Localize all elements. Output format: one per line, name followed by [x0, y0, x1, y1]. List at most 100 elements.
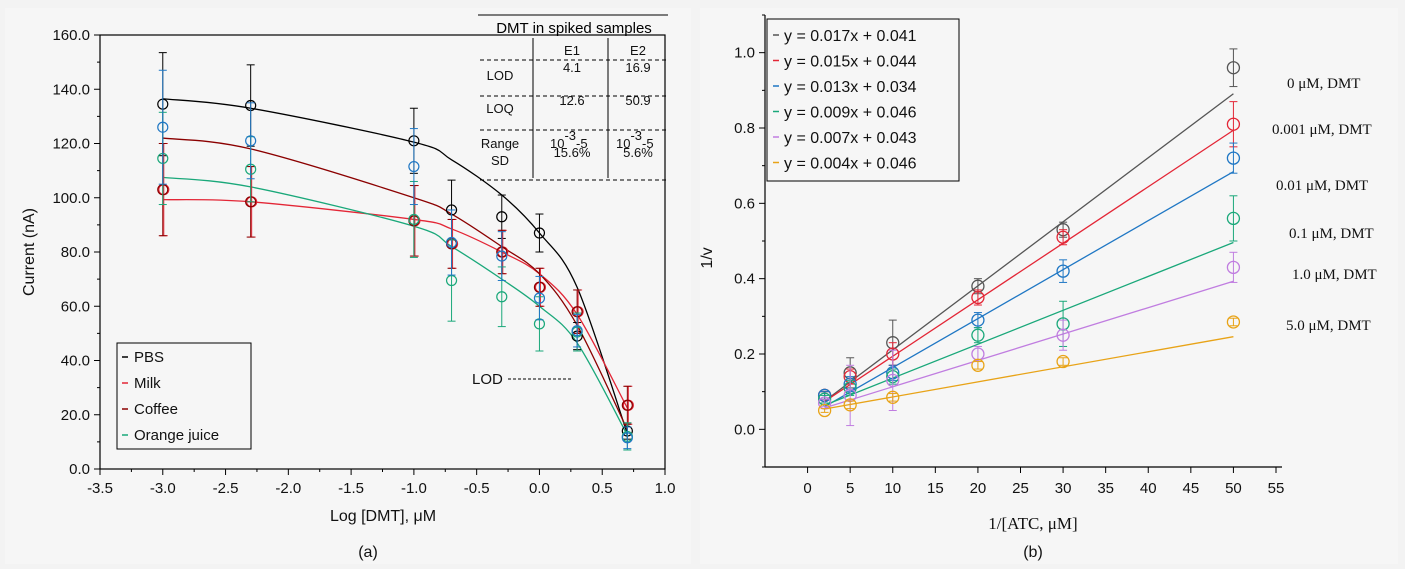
- chart-b-xtick-label: 40: [1140, 480, 1157, 497]
- chart-a-point: [496, 250, 508, 262]
- inset-table-cell: 4.1: [563, 60, 581, 75]
- chart-b-series-label: 5.0 μM, DMT: [1286, 318, 1371, 334]
- legend-b-label: y = 0.007x + 0.043: [784, 130, 917, 147]
- chart-b-xtick-label: 5: [846, 480, 854, 497]
- chart-a-point: [445, 236, 458, 249]
- chart-b-caption: (b): [1023, 544, 1043, 561]
- chart-b-ytick-label: 1.0: [734, 45, 755, 62]
- legend-a: PBS Milk Coffee Orange juice: [116, 342, 252, 450]
- chart-a-xtick-label: -1.0: [401, 480, 427, 497]
- chart-b-point: [1226, 315, 1241, 329]
- chart-a-xtick-label: -0.5: [464, 480, 490, 497]
- chart-b-xtick-label: 10: [884, 480, 901, 497]
- chart-a-ytick-label: 80.0: [61, 244, 90, 261]
- chart-a-fit-curve: [162, 98, 628, 434]
- chart-b-point: [971, 347, 985, 361]
- legend-a-box: [116, 342, 252, 450]
- chart-a-ytick-label: 60.0: [61, 298, 90, 315]
- chart-a-point: [408, 213, 420, 226]
- legend-a-label: Coffee: [134, 401, 178, 418]
- chart-b-ytick-label: 0.6: [734, 195, 755, 212]
- inset-table-cell: 12.6: [559, 93, 584, 108]
- chart-a-xtick-label: -2.0: [275, 480, 301, 497]
- chart-b-series-label: 1.0 μM, DMT: [1292, 267, 1377, 283]
- chart-b-xtick-label: 50: [1225, 480, 1242, 497]
- chart-b-point: [886, 390, 900, 404]
- inset-table-row-label: SD: [491, 153, 509, 168]
- chart-b-ytick-label: 0.8: [734, 120, 755, 137]
- inset-table: DMT in spiked samples E1 E2 LOD 4.1 16.9 LOQ 1…: [478, 14, 668, 181]
- chart-b-point: [1226, 211, 1241, 226]
- chart-b-series-label: 0.1 μM, DMT: [1289, 226, 1374, 242]
- chart-a-caption: (a): [358, 544, 378, 561]
- chart-a-xtick-label: 0.0: [529, 480, 550, 497]
- lod-annotation: LOD: [472, 371, 573, 388]
- chart-a-ytick-label: 0.0: [69, 461, 90, 478]
- legend-a-label: PBS: [134, 349, 164, 366]
- chart-a-xtick-label: 0.5: [592, 480, 613, 497]
- chart-a-ytick-label: 40.0: [61, 353, 90, 370]
- legend-a-label: Orange juice: [134, 427, 219, 444]
- chart-b-series-label: 0.001 μM, DMT: [1272, 122, 1372, 138]
- chart-b-xtick-label: 15: [927, 480, 944, 497]
- chart-b-xtick-label: 35: [1097, 480, 1114, 497]
- inset-table-title: DMT in spiked samples: [496, 20, 652, 37]
- inset-table-range-cell: 10-3-5: [616, 128, 654, 151]
- chart-a-point: [621, 432, 633, 444]
- inset-table-col-e2: E2: [630, 43, 646, 58]
- chart-a-ytick-label: 120.0: [52, 136, 90, 153]
- chart-b-point: [1056, 328, 1070, 342]
- chart-b-ylabel: 1/v: [699, 247, 716, 268]
- chart-b-xtick-label: 20: [970, 480, 987, 497]
- chart-a-ytick-label: 160.0: [52, 27, 90, 44]
- chart-b-xtick-label: 25: [1012, 480, 1029, 497]
- chart-a: -3.5 -3.0 -2.5 -2.0 -1.5 -1.0 -0.5 0.0 0.5 1.0 0.0…: [21, 14, 676, 561]
- chart-a-point: [408, 160, 420, 173]
- legend-b-label: y = 0.013x + 0.034: [784, 79, 917, 96]
- chart-b-xtick-label: 30: [1055, 480, 1072, 497]
- inset-table-cell: 15.6%: [554, 145, 591, 160]
- chart-a-point: [533, 227, 546, 239]
- chart-b-point: [971, 313, 985, 327]
- chart-b-point: [1226, 260, 1241, 275]
- chart-b-point: [1226, 151, 1241, 165]
- inset-table-row-label: LOD: [487, 68, 514, 83]
- chart-b-ytick-label: 0.4: [734, 271, 755, 288]
- chart-b-point: [1226, 61, 1241, 75]
- chart-b-ytick-label: 0.2: [734, 346, 755, 363]
- chart-a-point: [157, 121, 169, 133]
- chart-a-ytick-label: 100.0: [52, 190, 90, 207]
- chart-a-xtick-label: 1.0: [655, 480, 676, 497]
- chart-a-point: [621, 399, 633, 411]
- chart-b-point: [1056, 230, 1070, 244]
- chart-a-xtick-label: -3.5: [87, 480, 113, 497]
- chart-a-ylabel: Current (nA): [21, 208, 38, 296]
- chart-b-series-label: 0.01 μM, DMT: [1276, 178, 1368, 194]
- legend-b-label: y = 0.004x + 0.046: [784, 156, 917, 173]
- legend-b: y = 0.017x + 0.041 y = 0.015x + 0.044 y = …: [766, 18, 960, 182]
- inset-table-cell: 5.6%: [623, 145, 653, 160]
- chart-b-xtick-label: 45: [1182, 480, 1199, 497]
- chart-b-ytick-label: 0.0: [734, 421, 755, 438]
- chart-a-xlabel: Log [DMT], μM: [330, 508, 436, 525]
- lod-annotation-label: LOD: [472, 371, 503, 388]
- inset-table-row-label: Range: [481, 136, 519, 151]
- chart-b-point: [843, 398, 857, 412]
- legend-a-label: Milk: [134, 375, 161, 392]
- chart-a-point: [496, 291, 508, 303]
- chart-b-point: [1226, 117, 1241, 131]
- inset-table-cell: 50.9: [625, 93, 650, 108]
- chart-a-point: [496, 211, 508, 223]
- inset-table-cell: 16.9: [625, 60, 650, 75]
- chart-a-ytick-label: 140.0: [52, 81, 90, 98]
- chart-b-point: [1056, 354, 1070, 369]
- chart-a-xtick-label: -2.5: [213, 480, 239, 497]
- chart-b-point: [1056, 264, 1070, 278]
- chart-b-point: [971, 290, 985, 305]
- chart-b-point: [817, 403, 832, 418]
- inset-table-col-e1: E1: [564, 43, 580, 58]
- chart-a-xtick-label: -1.5: [338, 480, 364, 497]
- inset-table-range-cell: 10-3-5: [550, 128, 588, 151]
- inset-table-row-label: LOQ: [486, 101, 513, 116]
- chart-b-xtick-label: 55: [1268, 480, 1285, 497]
